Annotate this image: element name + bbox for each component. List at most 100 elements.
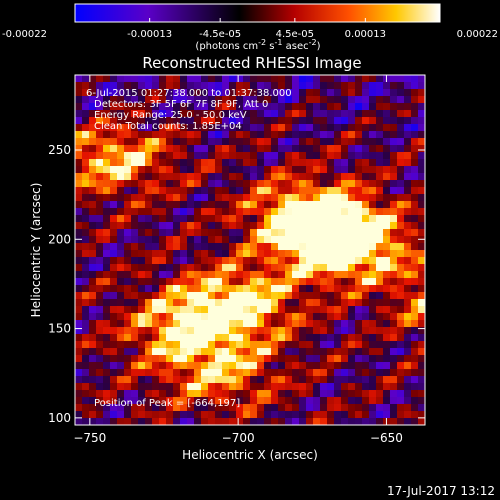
heatmap-cell — [418, 138, 426, 146]
heatmap-cell — [411, 390, 419, 398]
heatmap-cell — [362, 208, 370, 216]
heatmap-cell — [397, 334, 405, 342]
heatmap-cell — [348, 187, 356, 195]
heatmap-cell — [250, 124, 258, 132]
heatmap-cell — [383, 257, 391, 265]
heatmap-cell — [166, 250, 174, 258]
heatmap-cell — [82, 236, 90, 244]
heatmap-cell — [390, 313, 398, 321]
heatmap-cell — [215, 362, 223, 370]
heatmap-cell — [362, 117, 370, 125]
heatmap-cell — [250, 82, 258, 90]
heatmap-cell — [285, 215, 293, 223]
heatmap-cell — [334, 250, 342, 258]
heatmap-cell — [159, 271, 167, 279]
heatmap-cell — [138, 285, 146, 293]
heatmap-cell — [110, 383, 118, 391]
heatmap-cell — [187, 404, 195, 412]
heatmap-cell — [313, 418, 321, 426]
heatmap-cell — [404, 82, 412, 90]
heatmap-cell — [103, 348, 111, 356]
heatmap-cell — [278, 208, 286, 216]
heatmap-cell — [145, 166, 153, 174]
heatmap-cell — [299, 89, 307, 97]
heatmap-cell — [82, 82, 90, 90]
heatmap-cell — [271, 215, 279, 223]
heatmap-cell — [320, 131, 328, 139]
heatmap-cell — [215, 222, 223, 230]
heatmap-cell — [138, 348, 146, 356]
heatmap-cell — [411, 243, 419, 251]
heatmap-cell — [103, 166, 111, 174]
heatmap-cell — [299, 306, 307, 314]
heatmap-cell — [257, 292, 265, 300]
heatmap-cell — [229, 369, 237, 377]
heatmap-cell — [110, 348, 118, 356]
heatmap-cell — [320, 250, 328, 258]
heatmap-cell — [222, 194, 230, 202]
heatmap-cell — [229, 173, 237, 181]
heatmap-cell — [152, 404, 160, 412]
heatmap-cell — [348, 152, 356, 160]
heatmap-cell — [194, 299, 202, 307]
heatmap-cell — [362, 138, 370, 146]
heatmap-cell — [208, 292, 216, 300]
heatmap-cell — [397, 96, 405, 104]
heatmap-cell — [404, 187, 412, 195]
heatmap-cell — [383, 334, 391, 342]
heatmap-cell — [124, 285, 132, 293]
heatmap-cell — [320, 166, 328, 174]
heatmap-cell — [208, 285, 216, 293]
heatmap-cell — [131, 201, 139, 209]
heatmap-cell — [292, 271, 300, 279]
heatmap-cell — [369, 327, 377, 335]
heatmap-cell — [404, 306, 412, 314]
heatmap-cell — [222, 355, 230, 363]
heatmap-cell — [348, 285, 356, 293]
heatmap-cell — [418, 327, 426, 335]
heatmap-cell — [411, 96, 419, 104]
heatmap-cell — [124, 173, 132, 181]
heatmap-cell — [383, 236, 391, 244]
heatmap-cell — [404, 369, 412, 377]
heatmap-cell — [397, 285, 405, 293]
heatmap-cell — [194, 278, 202, 286]
heatmap-cell — [180, 117, 188, 125]
heatmap-cell — [201, 173, 209, 181]
heatmap-cell — [103, 187, 111, 195]
heatmap-cell — [285, 187, 293, 195]
heatmap-cell — [257, 103, 265, 111]
heatmap-cell — [180, 180, 188, 188]
heatmap-cell — [278, 320, 286, 328]
heatmap-cell — [229, 383, 237, 391]
heatmap-cell — [82, 250, 90, 258]
heatmap-cell — [285, 257, 293, 265]
heatmap-cell — [264, 390, 272, 398]
heatmap-cell — [180, 411, 188, 419]
heatmap-cell — [103, 306, 111, 314]
heatmap-cell — [264, 383, 272, 391]
heatmap-cell — [215, 145, 223, 153]
heatmap-cell — [418, 194, 426, 202]
heatmap-cell — [82, 131, 90, 139]
heatmap-cell — [313, 82, 321, 90]
heatmap-cell — [411, 229, 419, 237]
heatmap-cell — [411, 369, 419, 377]
heatmap-cell — [313, 411, 321, 419]
heatmap-cell — [348, 159, 356, 167]
heatmap-cell — [299, 138, 307, 146]
heatmap-cell — [75, 250, 83, 258]
heatmap-cell — [194, 376, 202, 384]
heatmap-cell — [201, 285, 209, 293]
heatmap-cell — [362, 397, 370, 405]
heatmap-cell — [173, 418, 181, 426]
heatmap-cell — [187, 194, 195, 202]
heatmap-cell — [341, 264, 349, 272]
heatmap-cell — [103, 82, 111, 90]
heatmap-cell — [145, 131, 153, 139]
heatmap-cell — [103, 152, 111, 160]
heatmap-cell — [362, 96, 370, 104]
heatmap-cell — [278, 215, 286, 223]
heatmap-cell — [229, 243, 237, 251]
heatmap-cell — [243, 257, 251, 265]
